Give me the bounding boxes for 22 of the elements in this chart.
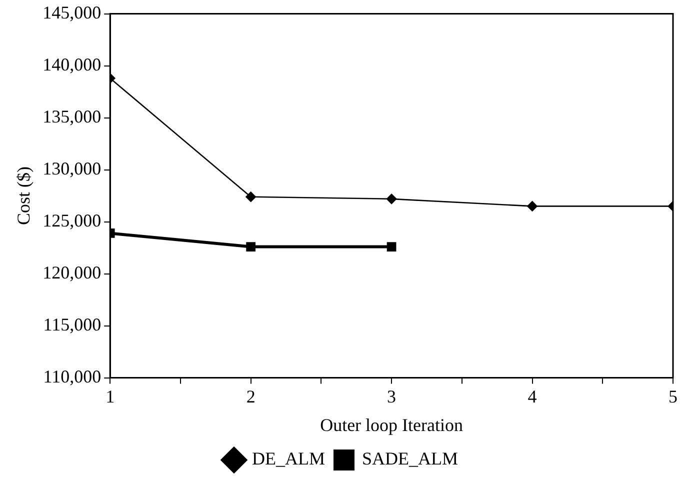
y-tick-label: 145,000	[42, 2, 102, 23]
x-tick-label: 4	[528, 386, 537, 406]
legend-label: SADE_ALM	[362, 448, 458, 469]
x-axis-title: Outer loop Iteration	[320, 414, 464, 435]
x-tick-label: 2	[246, 386, 256, 406]
point	[527, 201, 538, 212]
point	[246, 192, 256, 202]
x-tick-label: 5	[668, 386, 678, 406]
y-axis-title: Cost ($)	[14, 166, 34, 226]
y-tick-label: 130,000	[42, 158, 102, 179]
point	[386, 194, 397, 204]
x-tick-label: 3	[387, 386, 396, 406]
y-tick-label: 110,000	[43, 366, 102, 387]
y-tick-label: 135,000	[42, 106, 102, 127]
y-tick-label: 125,000	[42, 210, 102, 231]
y-tick-label: 115,000	[43, 314, 102, 335]
point	[246, 242, 256, 252]
legend-label: DE_ALM	[252, 448, 325, 469]
point	[386, 242, 396, 252]
x-tick-label: 1	[106, 386, 115, 406]
y-tick-label: 140,000	[42, 54, 102, 75]
y-tick-label: 120,000	[42, 262, 102, 283]
